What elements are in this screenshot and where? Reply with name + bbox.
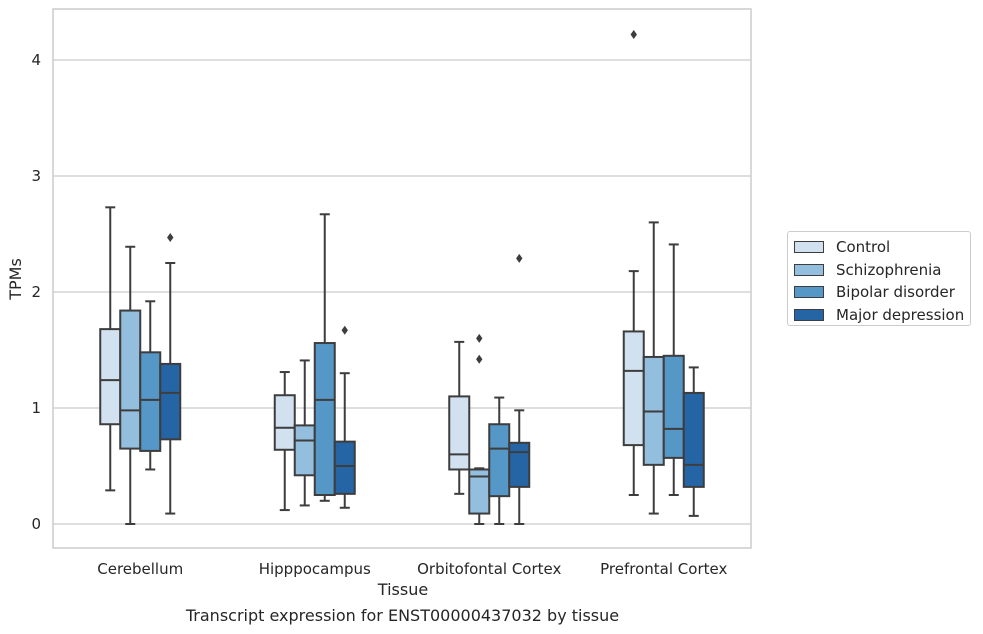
legend-item: Major depression xyxy=(794,304,964,327)
box xyxy=(313,342,336,497)
category-group xyxy=(99,206,182,525)
legend-swatch xyxy=(794,308,824,321)
outlier-marker xyxy=(167,232,174,242)
legend-item: Schizophrenia xyxy=(794,259,964,282)
box xyxy=(99,328,122,426)
legend-label: Bipolar disorder xyxy=(836,283,955,302)
y-tick-label: 0 xyxy=(31,515,41,533)
box xyxy=(662,354,685,459)
category-group xyxy=(448,253,531,525)
box xyxy=(293,424,316,477)
box xyxy=(139,351,162,452)
x-tick-label: Orbitofontal Cortex xyxy=(417,560,561,578)
legend-swatch xyxy=(794,263,824,276)
legend-swatch xyxy=(794,286,824,299)
category-group xyxy=(273,213,356,512)
box xyxy=(448,395,471,471)
box xyxy=(622,330,645,447)
plot-border xyxy=(52,8,752,549)
outlier-marker xyxy=(341,325,348,335)
outlier-marker xyxy=(476,333,483,343)
x-axis-label: Tissue xyxy=(377,580,428,599)
y-tick-label: 3 xyxy=(31,167,41,185)
x-tick-label: Hipppocampus xyxy=(259,560,371,578)
legend-label: Control xyxy=(836,238,891,257)
outlier-marker xyxy=(630,29,637,39)
legend-label: Schizophrenia xyxy=(836,260,942,279)
box xyxy=(159,362,182,441)
plot-frame xyxy=(52,8,752,549)
category-group xyxy=(622,29,705,517)
box xyxy=(273,394,296,451)
y-axis-label: TPMs xyxy=(6,258,25,301)
x-tick-label: Cerebellum xyxy=(97,560,183,578)
legend: Control Schizophrenia Bipolar disorder Majo… xyxy=(787,231,971,326)
outlier-marker xyxy=(516,253,523,263)
x-tick-label: Prefrontal Cortex xyxy=(600,560,727,578)
legend-item: Control xyxy=(794,236,964,259)
y-tick-label: 2 xyxy=(31,283,41,301)
x-tick-labels: Cerebellum Hipppocampus Orbitofontal Corte… xyxy=(97,560,727,578)
box xyxy=(508,441,531,488)
y-tick-label: 4 xyxy=(31,51,41,69)
outlier-marker xyxy=(476,354,483,364)
legend-label: Major depression xyxy=(836,305,965,324)
box xyxy=(333,440,356,495)
box xyxy=(488,423,511,498)
box-groups xyxy=(99,29,705,525)
legend-swatch xyxy=(794,241,824,254)
box xyxy=(119,309,142,450)
y-tick-labels: 0 1 2 3 4 xyxy=(31,51,41,533)
y-tick-label: 1 xyxy=(31,399,41,417)
legend-item: Bipolar disorder xyxy=(794,281,964,304)
chart-caption: Transcript expression for ENST0000043703… xyxy=(185,606,620,625)
box xyxy=(682,391,705,488)
